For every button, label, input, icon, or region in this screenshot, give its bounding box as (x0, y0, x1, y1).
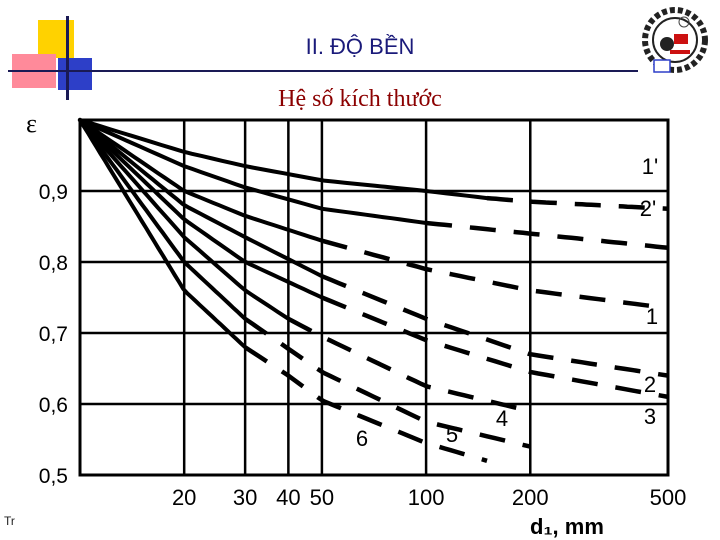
series-label: 1' (642, 154, 658, 179)
x-tick-label: 50 (310, 485, 334, 510)
series-line-dashed-3 (321, 238, 669, 311)
series-line-dashed-7 (243, 316, 531, 449)
series-label: 6 (356, 426, 368, 451)
chart-grid (78, 118, 670, 477)
series-label: 3 (644, 404, 656, 429)
x-tick-label: 20 (172, 485, 196, 510)
x-tick-label: 100 (408, 485, 445, 510)
university-logo (642, 7, 708, 73)
y-tick-label: 0,7 (39, 323, 68, 346)
series-line-dashed-5 (321, 295, 669, 400)
y-tick-label: 0,8 (39, 252, 68, 275)
y-tick-labels: 0,9 0,8 0,7 0,6 0,5 (39, 181, 68, 488)
series-label: 4 (496, 406, 508, 431)
y-tick-label: 0,9 (39, 181, 68, 204)
series-line-dashed-2 (425, 220, 669, 251)
y-tick-label: 0,5 (39, 465, 68, 488)
series-line-solid-1 (78, 118, 489, 201)
x-tick-label: 200 (512, 485, 549, 510)
slide-subtitle: Hệ số kích thước (278, 86, 442, 112)
series-label: 5 (446, 422, 458, 447)
y-tick-label: 0,6 (39, 394, 68, 417)
decor-blue-square (58, 58, 92, 90)
x-tick-label: 500 (650, 485, 687, 510)
series-line-dashed-6 (287, 316, 531, 414)
footer-text: Tr (4, 514, 15, 528)
series-line-solid-3 (78, 118, 324, 243)
series-line-dashed-8 (243, 345, 488, 463)
series-line-dashed-1 (486, 195, 669, 212)
y-axis-label: ε (26, 110, 37, 138)
x-axis-label: d₁, mm (530, 514, 604, 539)
chart-series: 1' 2' 1 2 3 4 5 6 (78, 118, 669, 463)
series-line-solid-8 (78, 118, 248, 350)
slide-title: II. ĐỘ BỀN (305, 34, 415, 59)
series-line-solid-4 (78, 118, 324, 279)
x-tick-label: 30 (233, 485, 257, 510)
decor-vertical-line (66, 16, 69, 100)
series-line-solid-6 (78, 118, 291, 321)
series-line-solid-7 (78, 118, 248, 321)
series-line-dashed-4 (321, 274, 669, 378)
x-tick-label: 40 (276, 485, 300, 510)
series-label: 2' (640, 196, 656, 221)
series-line-solid-2 (78, 118, 429, 225)
series-label: 2 (644, 372, 656, 397)
series-line-solid-5 (78, 118, 324, 300)
series-label: 1 (646, 304, 658, 329)
x-tick-labels: 20 30 40 50 100 200 500 (172, 485, 686, 510)
title-underline (8, 70, 638, 72)
